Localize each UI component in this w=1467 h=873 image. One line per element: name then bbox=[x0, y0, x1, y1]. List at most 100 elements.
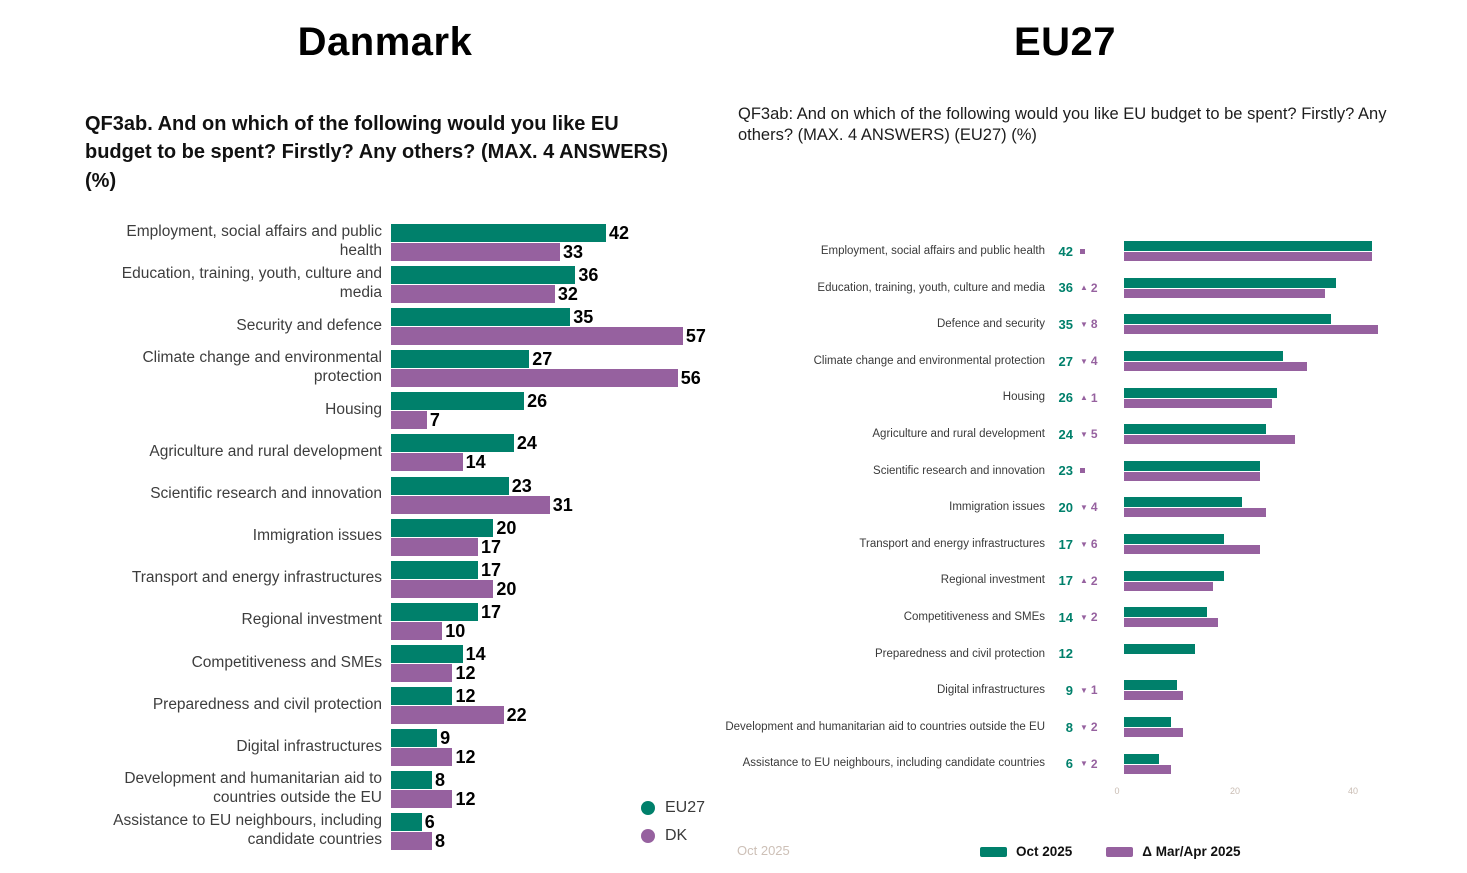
value-label: 20 bbox=[496, 517, 517, 538]
delta-value-label: 4 bbox=[1090, 500, 1098, 515]
value-label: 26 bbox=[527, 391, 548, 412]
category-label: Development and humanitarian aid to coun… bbox=[725, 720, 1045, 733]
oct-2025-bar bbox=[1124, 570, 1225, 581]
chart-row: Transport and energy infrastructures 17 ▼ 6 bbox=[705, 526, 1445, 563]
bar-group bbox=[1116, 752, 1440, 776]
mar-apr-2025-bar bbox=[1124, 362, 1307, 372]
category-label: Immigration issues bbox=[252, 527, 382, 545]
eu27-bar bbox=[391, 308, 571, 327]
mar-apr-2025-bar bbox=[1124, 471, 1260, 481]
chart-row: Regional investment 17 ▲ 2 bbox=[705, 562, 1445, 599]
delta-value-label: 8 bbox=[1090, 317, 1098, 332]
category-label: Regional investment bbox=[241, 611, 382, 629]
chart-row: Digital infrastructures 9 12 bbox=[85, 726, 697, 768]
eu27-legend: Oct 2025 Δ Mar/Apr 2025 bbox=[980, 844, 1241, 859]
bar-group bbox=[1116, 386, 1440, 410]
chart-row: Agriculture and rural development 24 ▼ 5 bbox=[705, 416, 1445, 453]
oct-2025-bar bbox=[1124, 460, 1260, 471]
legend-swatch bbox=[980, 846, 1007, 857]
value-label: 9 bbox=[440, 728, 451, 749]
bar-group bbox=[1116, 459, 1440, 483]
value-label: 12 bbox=[455, 662, 476, 683]
bar-group: 17 20 bbox=[391, 558, 697, 600]
chart-row: Employment, social affairs and public he… bbox=[705, 233, 1445, 270]
eu27-bar bbox=[391, 813, 422, 832]
dk-bar bbox=[391, 621, 443, 640]
bar-group bbox=[1116, 422, 1440, 446]
delta-indicator: ▼ 4 bbox=[1073, 354, 1116, 368]
chart-row: Competitiveness and SMEs 14 ▼ 2 bbox=[705, 599, 1445, 636]
eu27-bar bbox=[391, 434, 514, 453]
eu27-bar bbox=[391, 224, 607, 242]
value-label: 33 bbox=[562, 242, 583, 262]
chart-row: Climate change and environmental protect… bbox=[85, 347, 701, 389]
current-value-label: 23 bbox=[1058, 463, 1073, 479]
chart-row: Immigration issues 20 ▼ 4 bbox=[705, 489, 1445, 526]
eu27-bar bbox=[391, 771, 432, 790]
bar-group: 35 57 bbox=[391, 305, 706, 347]
eu27-bar bbox=[391, 476, 509, 495]
oct-2025-bar bbox=[1124, 753, 1160, 764]
dk-bar bbox=[391, 327, 683, 346]
eu27-footer-date: Oct 2025 bbox=[737, 843, 790, 858]
value-label: 8 bbox=[434, 831, 445, 852]
chart-row: Assistance to EU neighbours, including c… bbox=[85, 810, 697, 852]
chart-row: Housing 26 7 bbox=[85, 389, 697, 431]
oct-2025-bar bbox=[1124, 277, 1337, 288]
mar-apr-2025-bar bbox=[1124, 764, 1172, 774]
dk-bar bbox=[391, 411, 427, 430]
dk-bar bbox=[391, 706, 504, 725]
delta-indicator: ▼ 2 bbox=[1073, 610, 1116, 624]
bar-group: 9 12 bbox=[391, 726, 697, 768]
bar-group bbox=[1116, 349, 1440, 373]
bar-group: 36 32 bbox=[391, 263, 697, 305]
chart-row: Assistance to EU neighbours, including c… bbox=[705, 745, 1445, 782]
bar-group: 42 33 bbox=[391, 221, 697, 263]
value-label: 12 bbox=[455, 686, 476, 707]
current-value-label: 17 bbox=[1058, 536, 1073, 552]
eu27-question: QF3ab: And on which of the following wou… bbox=[738, 105, 1387, 145]
no-change-icon bbox=[1080, 248, 1085, 254]
delta-indicator: ▼ 6 bbox=[1073, 537, 1116, 551]
chart-row: Digital infrastructures 9 ▼ 1 bbox=[705, 672, 1445, 709]
current-value-label: 14 bbox=[1058, 609, 1073, 625]
legend-item: DK bbox=[641, 822, 705, 850]
dk-bar bbox=[391, 790, 453, 809]
eu27-bar bbox=[391, 644, 463, 663]
value-label: 6 bbox=[424, 812, 435, 833]
value-label: 22 bbox=[506, 705, 527, 726]
category-label: Assistance to EU neighbours, including c… bbox=[113, 812, 382, 849]
delta-indicator: ▲ 2 bbox=[1073, 281, 1116, 295]
chart-row: Education, training, youth, culture and … bbox=[705, 270, 1445, 307]
category-label: Defence and security bbox=[936, 318, 1045, 331]
bar-group bbox=[1116, 532, 1440, 556]
bar-group bbox=[1116, 715, 1440, 739]
category-label: Housing bbox=[1002, 391, 1045, 404]
category-label: Transport and energy infrastructures bbox=[131, 569, 382, 587]
up-arrow-icon: ▲ bbox=[1080, 393, 1088, 403]
delta-indicator: ▲ 2 bbox=[1073, 574, 1116, 588]
eu27-bar bbox=[391, 729, 438, 748]
oct-2025-bar bbox=[1124, 680, 1178, 691]
eu27-title: EU27 bbox=[1013, 20, 1117, 64]
mar-apr-2025-bar bbox=[1124, 618, 1219, 628]
category-label: Competitiveness and SMEs bbox=[191, 653, 382, 671]
current-value-label: 8 bbox=[1065, 719, 1073, 735]
down-arrow-icon: ▼ bbox=[1080, 722, 1088, 732]
value-label: 32 bbox=[557, 284, 578, 305]
danmark-legend: EU27 DK bbox=[641, 794, 705, 850]
delta-value-label: 5 bbox=[1090, 427, 1098, 442]
value-label: 31 bbox=[552, 494, 573, 515]
delta-indicator bbox=[1073, 468, 1116, 474]
category-label: Preparedness and civil protection bbox=[152, 695, 382, 713]
current-value-label: 42 bbox=[1058, 243, 1073, 259]
chart-row: Scientific research and innovation 23 bbox=[705, 453, 1445, 490]
mar-apr-2025-bar bbox=[1124, 545, 1260, 555]
chart-row: Employment, social affairs and public he… bbox=[85, 221, 697, 263]
up-arrow-icon: ▲ bbox=[1080, 283, 1088, 293]
category-label: Preparedness and civil protection bbox=[874, 647, 1045, 660]
category-label: Scientific research and innovation bbox=[150, 485, 382, 503]
legend-item: Oct 2025 bbox=[980, 844, 1072, 859]
delta-value-label: 2 bbox=[1090, 280, 1098, 295]
